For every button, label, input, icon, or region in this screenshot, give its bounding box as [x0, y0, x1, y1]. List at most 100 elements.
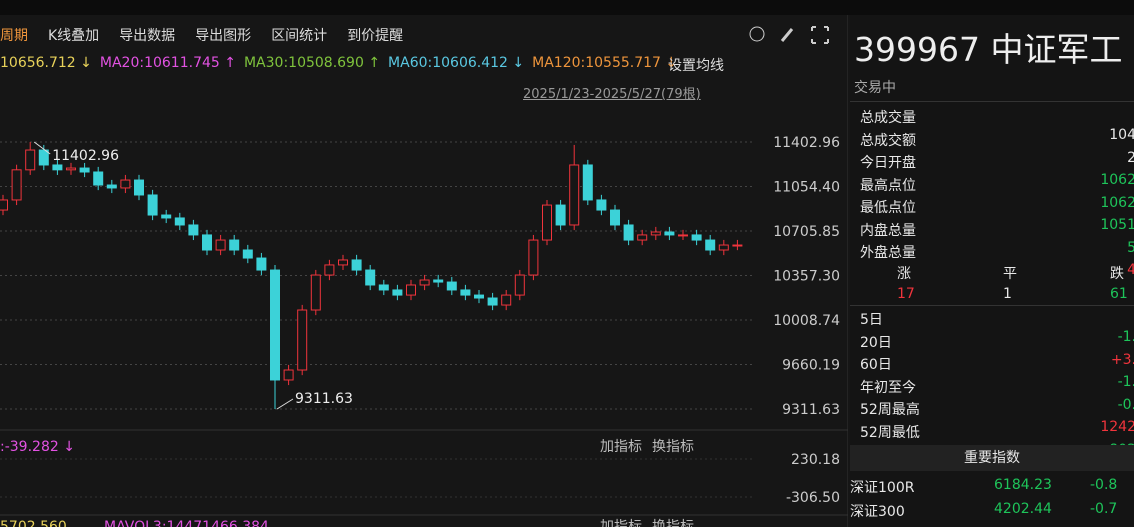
index-name: 深证100R: [850, 480, 915, 496]
breadth-header: 跌: [1110, 266, 1124, 282]
y-tick-label: 230.18: [791, 452, 840, 468]
breadth-header: 涨: [897, 266, 911, 282]
candle-body: [365, 269, 376, 286]
candle-body: [93, 171, 104, 186]
y-tick-label: 9311.63: [782, 402, 840, 418]
row-label: 外盘总量: [860, 245, 916, 261]
candle-body: [188, 224, 199, 236]
breadth-header: 平: [1003, 266, 1017, 282]
candle-body: [25, 149, 36, 171]
row-value: -0.: [1117, 396, 1134, 413]
row-label: 60日: [860, 357, 892, 373]
perf-row: 年初至今 -0.: [860, 377, 1134, 413]
ma-legend: 10656.712 ↓ MA20:10611.745 ↑ MA30:10508.69…: [0, 55, 685, 71]
y-tick-label: 10357.30: [773, 268, 840, 284]
row-label: 今日开盘: [860, 155, 916, 171]
status: 交易中: [854, 80, 896, 96]
ma-value: MA20:10611.745 ↑: [99, 55, 236, 71]
row-label: 年初至今: [860, 379, 916, 396]
candle-body: [66, 167, 76, 171]
candle-body: [487, 297, 498, 306]
candle-body: [419, 279, 430, 286]
divider: [850, 305, 1134, 306]
toolbar-item[interactable]: 周期: [0, 28, 28, 44]
row-label: 最高点位: [860, 177, 916, 194]
candle-body: [392, 289, 403, 296]
toolbar-item[interactable]: 导出图形: [195, 28, 252, 44]
candle-body: [664, 231, 675, 236]
index-name: 深证300: [850, 504, 905, 520]
candle-body: [106, 184, 117, 189]
quote-row: 今日开盘 1062: [860, 152, 1134, 188]
min-label: 9311.63: [295, 391, 353, 407]
perf-row: 60日 -1.: [860, 354, 1134, 390]
row-label: 20日: [860, 334, 892, 351]
candle-body: [161, 214, 172, 219]
candle-body: [215, 239, 226, 251]
candle-body: [270, 269, 280, 381]
indicator-label: :-39.282 ↓: [0, 439, 75, 455]
perf-row: 5日 -1.: [860, 309, 1134, 345]
toolbar-item[interactable]: 导出数据: [119, 28, 176, 44]
y-tick-label: 9660.19: [782, 357, 840, 373]
toolbar-item[interactable]: K线叠加: [48, 28, 100, 44]
row-value: 104: [1109, 127, 1134, 143]
y-tick-label: 11402.96: [773, 135, 840, 151]
candle-body: [297, 309, 308, 371]
toolbar: 周期 K线叠加 导出数据 导出图形 区间统计 到价提醒: [0, 25, 423, 45]
breadth-value: 17: [897, 286, 915, 302]
toolbar-item[interactable]: 区间统计: [271, 28, 328, 44]
quote-row: 总成交量 104: [860, 107, 1134, 143]
candle-body: [120, 179, 131, 189]
candle-body: [623, 224, 634, 241]
candle-body: [691, 234, 702, 241]
candle-body: [650, 231, 661, 236]
index-change: -0.7: [1090, 501, 1118, 517]
indicator-button: 换指标: [652, 518, 694, 527]
toolbar-item[interactable]: 到价提醒: [347, 28, 404, 44]
row-label: 内盘总量: [860, 222, 916, 239]
perf-row: 52周最低802: [860, 422, 1134, 458]
candle-body: [324, 264, 335, 276]
candle-body: [0, 199, 8, 211]
candle-body: [52, 164, 63, 171]
candle-body: [732, 244, 743, 247]
candle-body: [501, 294, 512, 306]
candle-body: [283, 369, 294, 381]
row-label: 5日: [860, 312, 883, 328]
icon[interactable]: [811, 26, 829, 44]
candle-body: [460, 289, 471, 296]
candle-body: [514, 274, 525, 296]
candle-body: [378, 284, 389, 291]
quote-row: 最低点位 1051: [860, 197, 1134, 233]
candle-body: [134, 179, 144, 196]
date-range: 2025/1/23-2025/5/27(79根): [523, 87, 701, 102]
chart: 11402.96 11054.40 10705.85 10357.30 10008.74…: [0, 15, 848, 527]
ma-setting[interactable]: 设置均线: [668, 58, 724, 74]
index-change: -0.8: [1090, 477, 1118, 493]
row-value: 2: [1127, 149, 1134, 166]
row-value: 4: [1127, 262, 1134, 278]
row-value: 1242: [1100, 419, 1134, 435]
row-label: 总成交额: [860, 132, 916, 149]
breadth-value: 1: [1003, 286, 1012, 302]
icon[interactable]: [780, 28, 794, 42]
row-label: 52周最高: [860, 402, 920, 418]
y-tick-label: 11054.40: [773, 180, 840, 196]
ma-value: MA30:10508.690 ↑: [243, 55, 381, 71]
y-tick-label: 10008.74: [773, 313, 840, 329]
candle-body: [718, 244, 729, 251]
candle-body: [569, 164, 580, 226]
mavol-label: MAVOL3:14471466.384: [104, 519, 269, 527]
indicator-button: 换指标: [652, 438, 694, 455]
annotation-arrow: [276, 398, 294, 410]
candle-body: [596, 199, 607, 211]
quote-title: 399967 中证军工: [854, 30, 1123, 69]
perf-row: 20日 +3.: [860, 332, 1134, 368]
ma-value: 10656.712 ↓: [0, 55, 92, 71]
candle-body: [433, 279, 444, 283]
index-price: 4202.44: [994, 501, 1052, 517]
candle-body: [705, 239, 716, 251]
icon[interactable]: [749, 26, 765, 42]
